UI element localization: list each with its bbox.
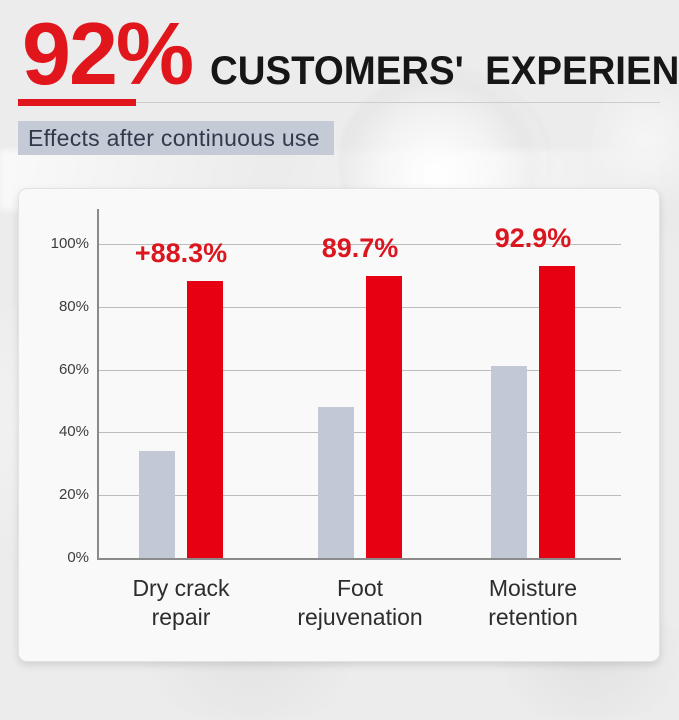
y-axis-line <box>97 209 99 560</box>
bar-chart-panel: 0% 20% 40% 60% 80% 100% +88.3% Dry crack repair 8… <box>18 188 660 662</box>
bar-value-label: 89.7% <box>321 233 399 263</box>
category-label-line: retention <box>488 604 578 630</box>
y-tick-label: 20% <box>58 486 89 504</box>
bar-value-label: 92.9% <box>494 223 572 253</box>
category-label: Foot rejuvenation <box>245 574 475 632</box>
x-axis-line <box>97 558 621 560</box>
subtitle-badge: Effects after continuous use <box>18 121 334 155</box>
bar-value-label: +88.3% <box>134 238 228 268</box>
y-tick-label: 100% <box>50 235 89 252</box>
category-label-line: Moisture <box>488 575 578 601</box>
grid-line <box>97 495 621 497</box>
category-label: Moisture retention <box>418 574 648 632</box>
bar-before <box>491 366 527 558</box>
category-label-line: Dry crack <box>132 575 230 601</box>
category-label-line: repair <box>151 604 211 630</box>
grid-line <box>97 369 621 371</box>
bar-before <box>318 407 354 558</box>
header-red-underline <box>18 99 136 106</box>
grid-line <box>97 244 621 245</box>
header-divider-line <box>18 102 660 103</box>
grid-line <box>97 306 621 308</box>
page-title: CUSTOMERS' EXPERIENCE <box>210 49 679 93</box>
y-tick-label: 80% <box>58 297 89 315</box>
y-tick-label: 60% <box>58 360 89 378</box>
bar-after <box>187 281 223 558</box>
header: 92% CUSTOMERS' EXPERIENCE <box>22 10 679 98</box>
y-tick-label: 0% <box>67 549 89 566</box>
category-label-line: rejuvenation <box>297 604 423 630</box>
grid-line <box>97 432 621 434</box>
y-tick-label: 40% <box>58 423 89 441</box>
bar-after <box>539 266 575 558</box>
bar-after <box>366 276 402 558</box>
stat-number: 92% <box>22 4 194 103</box>
bar-before <box>139 451 175 558</box>
category-label-line: Foot <box>336 575 384 601</box>
category-label: Dry crack repair <box>66 574 296 632</box>
